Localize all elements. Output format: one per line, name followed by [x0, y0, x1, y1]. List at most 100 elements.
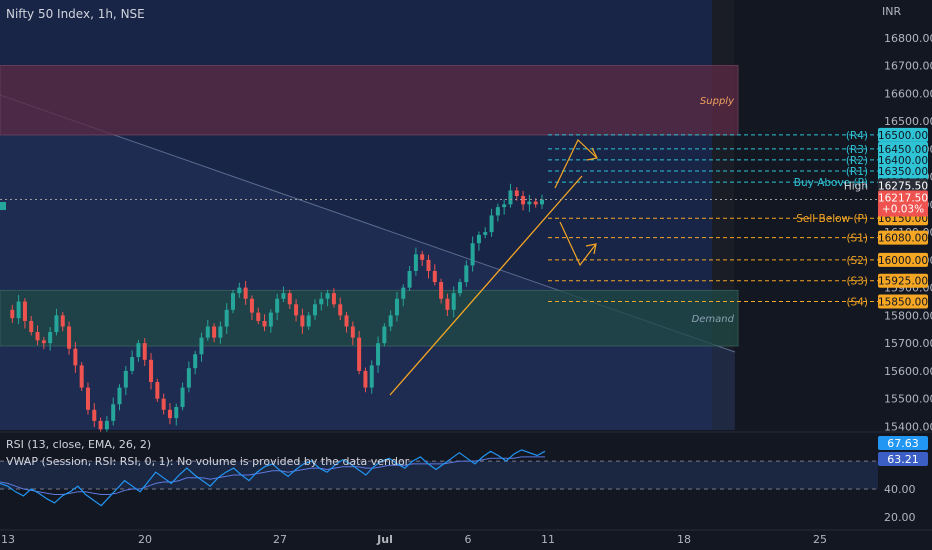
rsi-ema-value: 63.21 [887, 453, 919, 466]
candle-body [502, 204, 507, 208]
candle-body [10, 309, 15, 319]
candle-body [357, 337, 362, 371]
candle-body [161, 398, 166, 410]
candle-body [413, 254, 418, 271]
rsi-ema-badge [878, 452, 928, 466]
resistance-label-1: (R3) [846, 144, 868, 156]
supply-zone-label: Supply [700, 96, 735, 107]
bearish-projection-arrow [559, 221, 597, 267]
candle-body [401, 287, 406, 299]
candle-body [388, 315, 393, 327]
time-tick-5: 11 [541, 533, 555, 546]
candle-body [394, 298, 399, 316]
candle-body [117, 387, 122, 405]
candle-body [167, 409, 172, 419]
bullish-projection-arrow [554, 138, 598, 189]
symbol-title[interactable]: Nifty 50 Index, 1h, NSE [6, 7, 145, 21]
candle-body [218, 326, 223, 338]
candle-body [149, 359, 154, 383]
candle-body [382, 326, 387, 344]
candle-body [312, 304, 317, 316]
candle-body [41, 340, 46, 344]
candle-body [212, 326, 217, 338]
candle-body [508, 190, 513, 205]
resistance-price-badge-1 [878, 141, 928, 156]
resistance-label-4: Buy Above (P) [794, 177, 868, 189]
currency-label: INR [882, 5, 901, 18]
candle-body [294, 304, 299, 316]
candle-body [514, 190, 519, 197]
candle-body [464, 265, 469, 283]
price-tick-12: 15600.00 [884, 365, 932, 378]
candle-body [540, 199, 544, 205]
resistance-price-2: 16400.00 [878, 155, 928, 167]
left-price-marker [0, 202, 6, 210]
time-tick-2: 27 [273, 533, 287, 546]
candles-layer [10, 183, 544, 437]
zones-layer: Supply Demand [0, 65, 739, 347]
support-price-badge-1 [878, 230, 928, 245]
current-price-value: 16217.50 [878, 192, 928, 204]
price-tick-14: 15400.00 [884, 420, 932, 433]
candle-body [98, 420, 103, 430]
candle-body [155, 382, 160, 399]
vwap-indicator-label[interactable]: VWAP (Session, RSI: RSI, 0, 1): No volum… [6, 455, 410, 468]
candle-body [476, 234, 481, 244]
candle-body [376, 343, 381, 366]
candle-body [331, 293, 336, 305]
high-value: 16275.50 [878, 180, 928, 192]
candle-body [16, 301, 21, 319]
time-axis[interactable]: 13 20 27 Jul 6 11 18 25 [1, 533, 827, 546]
time-tick-7: 25 [813, 533, 827, 546]
candle-body [262, 320, 267, 327]
candle-body [521, 196, 526, 205]
candle-body [325, 293, 330, 299]
resistance-price-1: 16450.00 [878, 144, 928, 156]
time-tick-3: Jul [376, 533, 393, 546]
support-price-4: 15850.00 [878, 297, 928, 309]
candle-body [275, 298, 280, 313]
candle-body [73, 348, 78, 366]
rsi-value: 67.63 [887, 437, 919, 450]
demand-zone [0, 289, 739, 347]
candle-body [142, 343, 147, 360]
price-tick-3: 16500.00 [884, 115, 932, 128]
current-price-badge [878, 190, 928, 217]
supply-zone [0, 65, 739, 136]
rsi-tick-2: 20.00 [884, 511, 916, 524]
candle-body [420, 254, 425, 260]
support-price-badge-3 [878, 273, 928, 288]
candle-body [426, 259, 431, 271]
candle-body [470, 243, 475, 266]
bullish-arrow-head [586, 147, 598, 161]
price-tick-1: 16700.00 [884, 60, 932, 73]
price-tick-11: 15700.00 [884, 337, 932, 350]
price-tick-13: 15500.00 [884, 393, 932, 406]
candle-body [130, 357, 135, 371]
candle-body [281, 293, 286, 299]
candle-body [224, 309, 229, 327]
time-tick-4: 6 [465, 533, 472, 546]
candle-body [111, 404, 116, 421]
candle-body [48, 332, 53, 344]
resistance-price-badge-3 [878, 164, 928, 179]
candle-body [306, 315, 311, 327]
rsi-indicator-label[interactable]: RSI (13, close, EMA, 26, 2) [6, 438, 151, 451]
price-tick-10: 15800.00 [884, 309, 932, 322]
resistance-price-0: 16500.00 [878, 130, 928, 142]
candle-body [35, 332, 40, 341]
bearish-arrow-head [585, 243, 597, 255]
high-badge [878, 178, 928, 193]
support-label-4: (S4) [846, 297, 868, 309]
candle-body [319, 298, 324, 305]
level-labels: (R4) 16500.00 (R3) 16450.00 (R2) 16400.00 (R1)… [794, 127, 928, 309]
candle-body [79, 365, 84, 388]
time-tick-1: 20 [138, 533, 152, 546]
candle-body [205, 326, 210, 338]
candle-body [231, 293, 236, 310]
ascending-trend-line [389, 175, 583, 396]
support-label-3: (S3) [846, 276, 868, 288]
candle-body [237, 287, 242, 294]
support-price-badge-2 [878, 252, 928, 267]
